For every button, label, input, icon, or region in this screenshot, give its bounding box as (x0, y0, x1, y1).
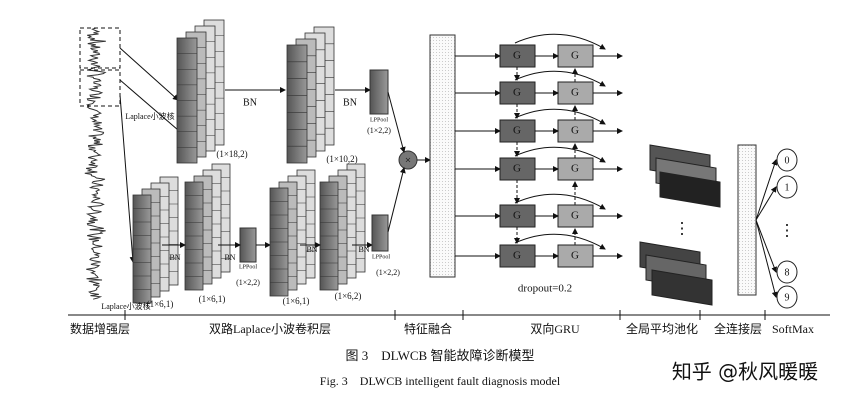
recurrent-arrow (514, 70, 606, 87)
label: BN (243, 97, 257, 108)
connector (119, 47, 179, 101)
softmax-node (776, 285, 798, 309)
ellipsis: ⋮ (779, 223, 795, 240)
label: Laplace小波核 (101, 301, 150, 311)
connector (755, 219, 778, 273)
fusion-layer (429, 34, 456, 278)
label: 全局平均池化 (626, 321, 698, 336)
label: 知乎 @秋风暖暖 (672, 360, 818, 384)
softmax-node (776, 148, 798, 172)
label: 图 3 DLWCB 智能故障诊断模型 (346, 348, 535, 363)
label: G (571, 125, 579, 137)
connector (387, 91, 406, 153)
label: 特征融合 (404, 321, 452, 336)
softmax-node (776, 175, 798, 199)
label: 8 (785, 267, 790, 278)
recurrent-arrow (514, 33, 606, 50)
label: (1×10,2) (326, 154, 357, 164)
label: BN (306, 245, 317, 254)
label: SoftMax (772, 322, 814, 336)
label: G (513, 125, 521, 137)
feature-map (286, 44, 308, 164)
recurrent-arrow (514, 193, 606, 210)
label: 数据增强层 (70, 321, 130, 336)
label: 9 (785, 292, 790, 303)
label: (1×2,2) (376, 268, 400, 277)
label: (1×2,2) (367, 126, 391, 135)
connector (119, 94, 136, 263)
label: BN (343, 97, 357, 108)
connector (755, 219, 778, 298)
label: BN (169, 253, 180, 262)
label: G (571, 87, 579, 99)
label: (1×6,1) (283, 296, 310, 306)
label: 1 (785, 182, 790, 193)
waveform (84, 27, 107, 300)
label: G (513, 163, 521, 175)
label: 双路Laplace小波卷积层 (209, 321, 331, 336)
label: LPPool (372, 254, 390, 260)
label: dropout=0.2 (518, 283, 572, 295)
label: G (513, 87, 521, 99)
label: G (513, 50, 521, 62)
label: BN (224, 253, 235, 262)
connector (387, 167, 406, 233)
softmax-node (776, 260, 798, 284)
label: Fig. 3 DLWCB intelligent fault diagnosis… (320, 374, 561, 388)
recurrent-arrow (514, 146, 606, 163)
label: G (571, 250, 579, 262)
label: (1×6,1) (147, 299, 174, 309)
label: G (571, 210, 579, 222)
pool-box (371, 214, 389, 252)
pool-box (369, 69, 389, 115)
recurrent-arrow (514, 233, 606, 250)
label: 双向GRU (530, 321, 580, 336)
pooled-map (651, 269, 713, 306)
dashed-box (79, 27, 121, 69)
label: (1×18,2) (216, 149, 247, 159)
ellipsis: ⋮ (674, 221, 690, 238)
label: LPPool (239, 264, 257, 270)
label: Laplace小波核 (125, 111, 174, 121)
label: G (513, 250, 521, 262)
label: 全连接层 (714, 321, 762, 336)
label: BN (358, 245, 369, 254)
multiply-sign: × (405, 155, 411, 167)
connector (119, 79, 179, 131)
label: (1×6,2) (335, 291, 362, 301)
label: 0 (785, 155, 790, 166)
label: (1×2,2) (236, 278, 260, 287)
dashed-box (79, 69, 121, 107)
label: G (513, 210, 521, 222)
label: G (571, 163, 579, 175)
label: G (571, 50, 579, 62)
connector (755, 159, 778, 221)
pool-box (239, 227, 257, 263)
label: LPPool (370, 117, 388, 123)
label: (1×6,1) (199, 294, 226, 304)
connector (755, 186, 777, 221)
recurrent-arrow (514, 108, 606, 125)
fc-layer (737, 144, 757, 296)
pooled-map (659, 171, 721, 208)
